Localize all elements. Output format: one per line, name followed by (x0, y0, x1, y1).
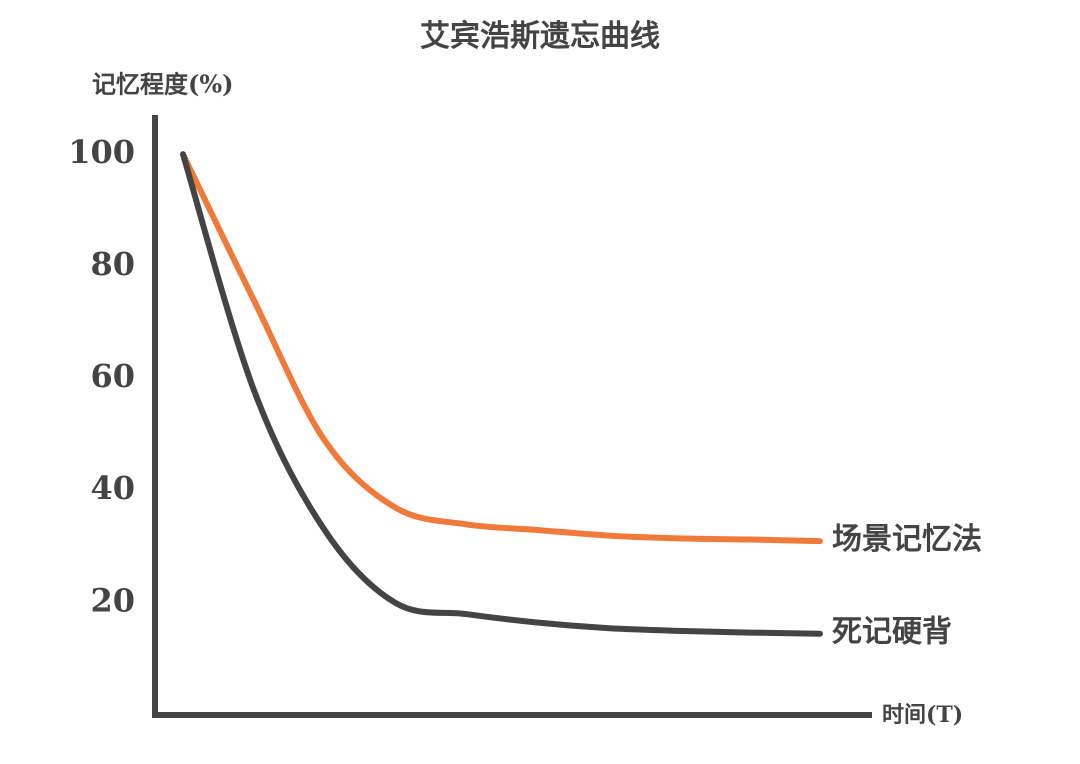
chart-title: 艾宾浩斯遗忘曲线 (420, 19, 660, 54)
legend-label: 场景记忆法 (832, 522, 982, 557)
y-tick-label: 20 (90, 581, 135, 619)
y-tick-label: 40 (90, 469, 135, 507)
line (180, 151, 823, 545)
y-axis-label: 记忆程度(%) (92, 70, 234, 99)
y-tick-label: 60 (90, 357, 135, 395)
y-tick-label: 100 (68, 133, 135, 171)
legend-label: 死记硬背 (832, 615, 952, 650)
y-tick-label: 80 (90, 245, 135, 283)
x-axis-label: 时间(T) (882, 702, 963, 728)
line (180, 151, 823, 637)
